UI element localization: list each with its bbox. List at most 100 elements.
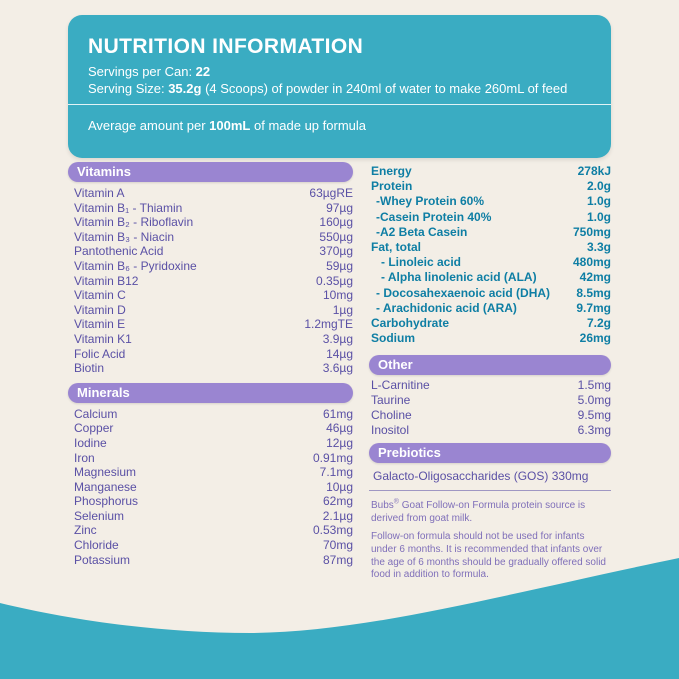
nutrient-label: Taurine	[371, 393, 411, 408]
serving-size-rest: (4 Scoops) of powder in 240ml of water t…	[201, 81, 568, 96]
nutrient-value: 1.2mgTE	[304, 317, 353, 332]
nutrient-label: Chloride	[74, 538, 119, 553]
right-column: Energy 278kJ Protein 2.0g -Whey Protein …	[369, 162, 611, 582]
nutrient-label: Inositol	[371, 423, 410, 438]
nutrient-value: 7.1mg	[319, 465, 353, 480]
nutrient-value: 9.5mg	[577, 408, 611, 423]
nutrient-value: 750mg	[572, 224, 611, 239]
nutrient-value: 550µg	[319, 229, 353, 244]
footnote-age-advice: Follow-on formula should not be used for…	[371, 531, 606, 581]
nutrient-value: 62mg	[322, 494, 353, 509]
nutrient-value: 3.9µg	[322, 331, 353, 346]
average-amount: 100mL	[209, 118, 251, 133]
nutrient-row: Choline 9.5mg	[369, 408, 611, 423]
nutrient-label: -Whey Protein 60%	[376, 194, 485, 209]
nutrient-label: -A2 Beta Casein	[376, 224, 468, 239]
nutrient-label: Vitamin B₆ - Pyridoxine	[74, 258, 197, 273]
nutrient-row: -Casein Protein 40% 1.0g	[369, 210, 611, 225]
nutrient-label: Vitamin A	[74, 186, 125, 200]
servings-per-can: Servings per Can: 22	[88, 64, 210, 79]
nutrient-value: 2.1µg	[322, 508, 353, 523]
average-suffix: of made up formula	[250, 118, 366, 133]
other-table: L-Carnitine 1.5mg Taurine 5.0mg Choline …	[369, 378, 611, 438]
nutrient-value: 12µg	[326, 435, 353, 450]
nutrient-label: Protein	[371, 179, 413, 194]
columns: Vitamins Vitamin A 63µgRE Vitamin B₁ - T…	[68, 162, 611, 582]
nutrient-row: Vitamin B12 0.35µg	[68, 274, 353, 289]
nutrient-value: 59µg	[326, 258, 353, 273]
nutrient-row: Vitamin K1 3.9µg	[68, 332, 353, 347]
nutrient-value: 3.6µg	[322, 361, 353, 376]
nutrient-value: 70mg	[322, 538, 353, 553]
nutrient-row: Fat, total 3.3g	[369, 240, 611, 255]
nutrient-value: 10mg	[322, 288, 353, 303]
nutrient-row: Manganese 10µg	[68, 480, 353, 495]
nutrient-value: 63µgRE	[309, 186, 353, 200]
nutrient-row: Taurine 5.0mg	[369, 393, 611, 408]
header-card: NUTRITION INFORMATION Servings per Can: …	[68, 15, 611, 158]
nutrient-row: Iodine 12µg	[68, 436, 353, 451]
nutrient-row: Folic Acid 14µg	[68, 347, 353, 362]
nutrient-row: Vitamin D 1µg	[68, 303, 353, 318]
nutrient-label: - Docosahexaenoic acid (DHA)	[376, 285, 551, 300]
nutrient-value: 1.5mg	[577, 378, 611, 393]
nutrient-value: 480mg	[572, 255, 611, 270]
nutrient-value: 87mg	[322, 552, 353, 567]
nutrient-label: Vitamin B12	[74, 273, 139, 288]
nutrient-value: 26mg	[579, 331, 611, 346]
nutrient-row: Phosphorus 62mg	[68, 494, 353, 509]
page-title: NUTRITION INFORMATION	[88, 35, 364, 58]
nutrient-label: Pantothenic Acid	[74, 244, 164, 259]
vitamins-section-header: Vitamins	[68, 162, 353, 182]
nutrient-row: Copper 46µg	[68, 421, 353, 436]
left-column: Vitamins Vitamin A 63µgRE Vitamin B₁ - T…	[68, 162, 353, 582]
average-amount-line: Average amount per 100mL of made up form…	[88, 118, 366, 133]
serving-size-amount: 35.2g	[168, 81, 202, 96]
nutrient-row: - Docosahexaenoic acid (DHA) 8.5mg	[369, 286, 611, 301]
nutrient-row: -A2 Beta Casein 750mg	[369, 225, 611, 240]
nutrient-row: Vitamin B₃ - Niacin 550µg	[68, 230, 353, 245]
nutrient-value: 7.2g	[586, 316, 611, 331]
nutrient-label: Vitamin D	[74, 302, 126, 317]
footnotes: Bubs® Goat Follow-on Formula protein sou…	[369, 499, 611, 582]
registered-trademark-symbol: ®	[393, 499, 399, 507]
minerals-section-header: Minerals	[68, 382, 353, 403]
nutrient-row: Vitamin B₁ - Thiamin 97µg	[68, 201, 353, 216]
other-section-header: Other	[369, 355, 611, 376]
average-prefix: Average amount per	[88, 118, 210, 133]
nutrient-value: 6.3mg	[577, 423, 611, 438]
nutrient-label: Magnesium	[74, 465, 137, 480]
nutrient-label: Vitamin E	[74, 317, 126, 332]
nutrient-value: 46µg	[326, 421, 353, 436]
nutrient-value: 278kJ	[577, 164, 611, 178]
nutrient-row: Zinc 0.53mg	[68, 523, 353, 538]
nutrient-value: 14µg	[326, 346, 353, 361]
nutrient-value: 0.91mg	[312, 450, 353, 465]
macronutrients-table: Energy 278kJ Protein 2.0g -Whey Protein …	[369, 164, 611, 346]
footnote-protein-source: Bubs® Goat Follow-on Formula protein sou…	[371, 499, 611, 526]
prebiotics-divider	[369, 490, 611, 492]
bottom-wave-decoration	[0, 558, 679, 679]
nutrient-row: Potassium 87mg	[68, 553, 353, 568]
nutrient-label: -Casein Protein 40%	[376, 209, 492, 224]
nutrient-label: Energy	[371, 164, 412, 178]
nutrient-row: Pantothenic Acid 370µg	[68, 244, 353, 259]
nutrient-label: Carbohydrate	[371, 316, 450, 331]
nutrient-label: Vitamin B₂ - Riboflavin	[74, 215, 194, 230]
nutrient-label: Iron	[74, 450, 95, 465]
nutrient-label: Vitamin C	[74, 288, 126, 303]
nutrient-value: 61mg	[322, 406, 353, 421]
nutrient-label: L-Carnitine	[371, 378, 430, 393]
nutrient-label: Iodine	[74, 435, 107, 450]
nutrient-label: Vitamin B₁ - Thiamin	[74, 200, 183, 215]
nutrient-row: -Whey Protein 60% 1.0g	[369, 194, 611, 209]
nutrient-row: - Alpha linolenic acid (ALA) 42mg	[369, 270, 611, 285]
nutrient-label: Potassium	[74, 552, 131, 567]
nutrient-row: Vitamin C 10mg	[68, 288, 353, 303]
nutrient-row: Vitamin B₆ - Pyridoxine 59µg	[68, 259, 353, 274]
nutrient-row: Vitamin E 1.2mgTE	[68, 317, 353, 332]
nutrient-value: 370µg	[319, 244, 353, 259]
nutrient-label: Calcium	[74, 406, 118, 421]
nutrient-label: Vitamin B₃ - Niacin	[74, 229, 175, 244]
brand-name: Bubs	[371, 500, 394, 512]
